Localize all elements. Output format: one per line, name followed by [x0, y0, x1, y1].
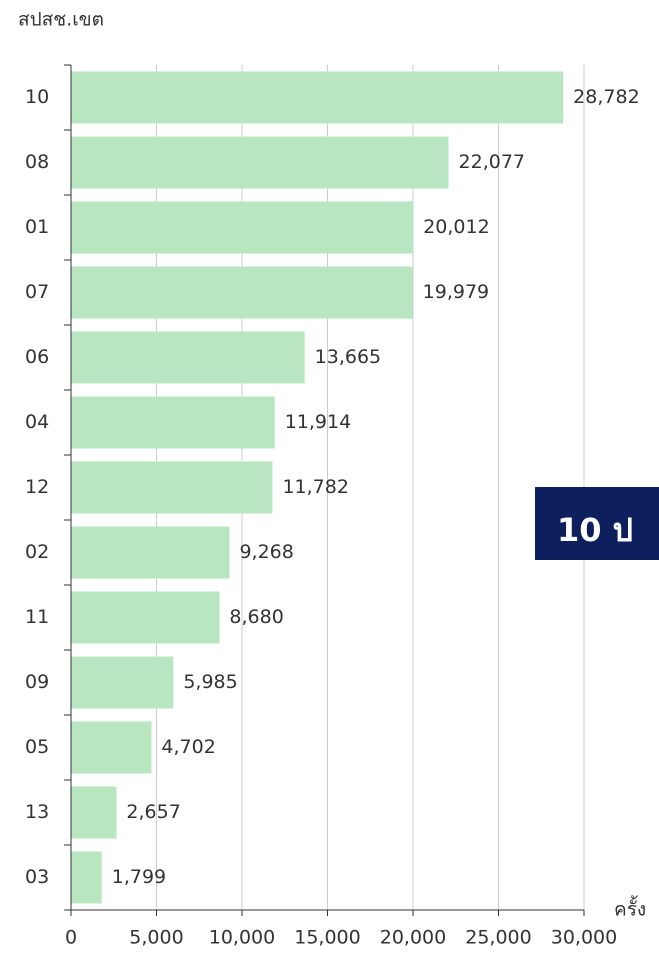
x-tick-label: 5,000 [129, 927, 183, 949]
bar [71, 201, 414, 254]
value-label: 5,985 [183, 671, 237, 693]
bar [71, 396, 275, 449]
y-tick-label: 13 [25, 801, 49, 823]
bar [71, 591, 220, 644]
value-label: 8,680 [229, 606, 283, 628]
banner: 10 ป [535, 487, 659, 560]
y-tick-label: 02 [25, 541, 49, 563]
x-tick-label: 20,000 [380, 927, 446, 949]
banner-text: 10 ป [557, 511, 633, 549]
x-axis-label: ครั้ง [614, 896, 646, 921]
y-tick-label: 12 [25, 476, 49, 498]
value-label: 1,799 [112, 866, 166, 888]
value-label: 28,782 [573, 86, 639, 108]
bar [71, 721, 152, 774]
value-label: 4,702 [161, 736, 215, 758]
value-label: 9,268 [239, 541, 293, 563]
y-axis-label: สปสช.เขต [18, 9, 104, 31]
y-tick-label: 10 [25, 86, 49, 108]
value-label: 20,012 [423, 216, 489, 238]
bar [71, 851, 102, 904]
x-tick-label: 0 [65, 927, 77, 949]
y-tick-label: 11 [25, 606, 49, 628]
bar [71, 71, 564, 124]
y-tick-label: 05 [25, 736, 49, 758]
y-tick-label: 06 [25, 346, 49, 368]
bar [71, 331, 305, 384]
bar [71, 526, 230, 579]
value-label: 13,665 [315, 346, 381, 368]
y-tick-label: 07 [25, 281, 49, 303]
bar [71, 461, 273, 514]
y-tick-label: 08 [25, 151, 49, 173]
value-label: 11,782 [282, 476, 348, 498]
bar [71, 266, 413, 319]
bar [71, 136, 449, 189]
x-tick-label: 25,000 [465, 927, 531, 949]
x-tick-label: 15,000 [294, 927, 360, 949]
value-label: 2,657 [126, 801, 180, 823]
y-tick-label: 01 [25, 216, 49, 238]
bar [71, 656, 174, 709]
y-tick-label: 09 [25, 671, 49, 693]
value-label: 11,914 [285, 411, 351, 433]
x-tick-label: 10,000 [209, 927, 275, 949]
value-label: 22,077 [459, 151, 525, 173]
value-label: 19,979 [423, 281, 489, 303]
y-tick-label: 03 [25, 866, 49, 888]
y-tick-label: 04 [25, 411, 49, 433]
x-tick-label: 30,000 [551, 927, 617, 949]
bar [71, 786, 117, 839]
